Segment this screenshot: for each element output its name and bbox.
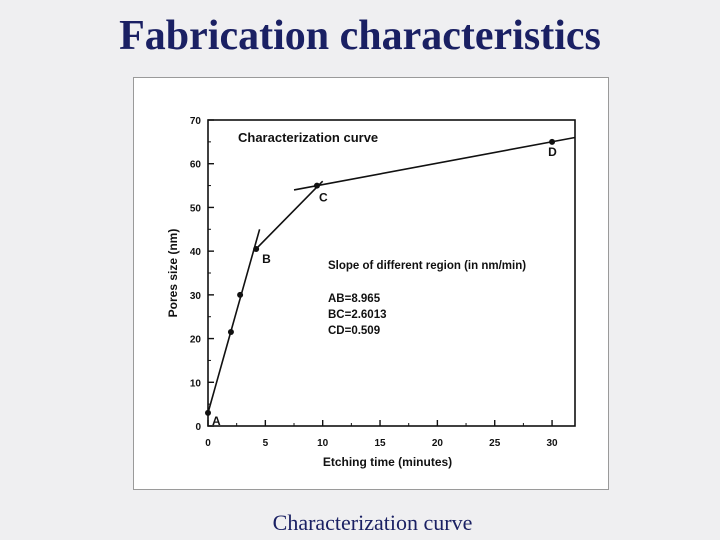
characterization-chart: 0 10 20 30 40 50 60 70 0 5 10 15 20 25 30 Etching time … <box>166 116 576 469</box>
data-point <box>227 329 234 336</box>
x-tick-label: 15 <box>374 438 386 449</box>
x-axis-label: Etching time (minutes) <box>323 455 452 469</box>
chart-title: Characterization curve <box>238 130 378 145</box>
slope-annotation-line: BC=2.6013 <box>328 309 387 321</box>
y-tick-label: 50 <box>190 203 202 214</box>
slide-title: Fabrication characteristics <box>119 13 601 59</box>
y-tick-label: 60 <box>190 160 202 171</box>
slope-annotation-line: CD=0.509 <box>328 325 380 337</box>
data-point <box>237 291 244 298</box>
x-tick-label: 5 <box>263 438 269 449</box>
data-point <box>313 182 320 189</box>
point-label-d: D <box>548 145 557 159</box>
y-tick-label: 20 <box>190 335 202 346</box>
y-tick-label: 10 <box>190 378 202 389</box>
y-tick-label: 40 <box>190 247 202 258</box>
fit-line-cd <box>293 136 576 191</box>
x-tick-label: 30 <box>547 438 559 449</box>
data-point <box>549 138 556 145</box>
point-label-c: C <box>319 191 328 205</box>
fit-line-ab <box>207 229 261 414</box>
y-axis-label: Pores size (nm) <box>166 229 180 318</box>
x-tick-label: 20 <box>432 438 444 449</box>
point-label-a: A <box>212 414 221 428</box>
chart-figure: 0 10 20 30 40 50 60 70 0 5 10 15 20 25 30 Etching time … <box>133 77 609 490</box>
y-tick-label: 70 <box>190 116 202 127</box>
data-point <box>205 409 211 416</box>
fit-line-bc <box>253 180 324 252</box>
plot-frame <box>207 119 576 427</box>
figure-caption: Characterization curve <box>272 510 473 535</box>
slope-annotation-heading: Slope of different region (in nm/min) <box>328 260 526 272</box>
data-point <box>253 245 260 252</box>
x-tick-label: 0 <box>205 438 211 449</box>
point-label-b: B <box>262 252 271 266</box>
y-tick-label: 0 <box>195 422 201 433</box>
y-tick-label: 30 <box>190 291 202 302</box>
slope-annotation-line: AB=8.965 <box>328 293 381 305</box>
x-tick-label: 25 <box>489 438 501 449</box>
x-tick-label: 10 <box>317 438 329 449</box>
